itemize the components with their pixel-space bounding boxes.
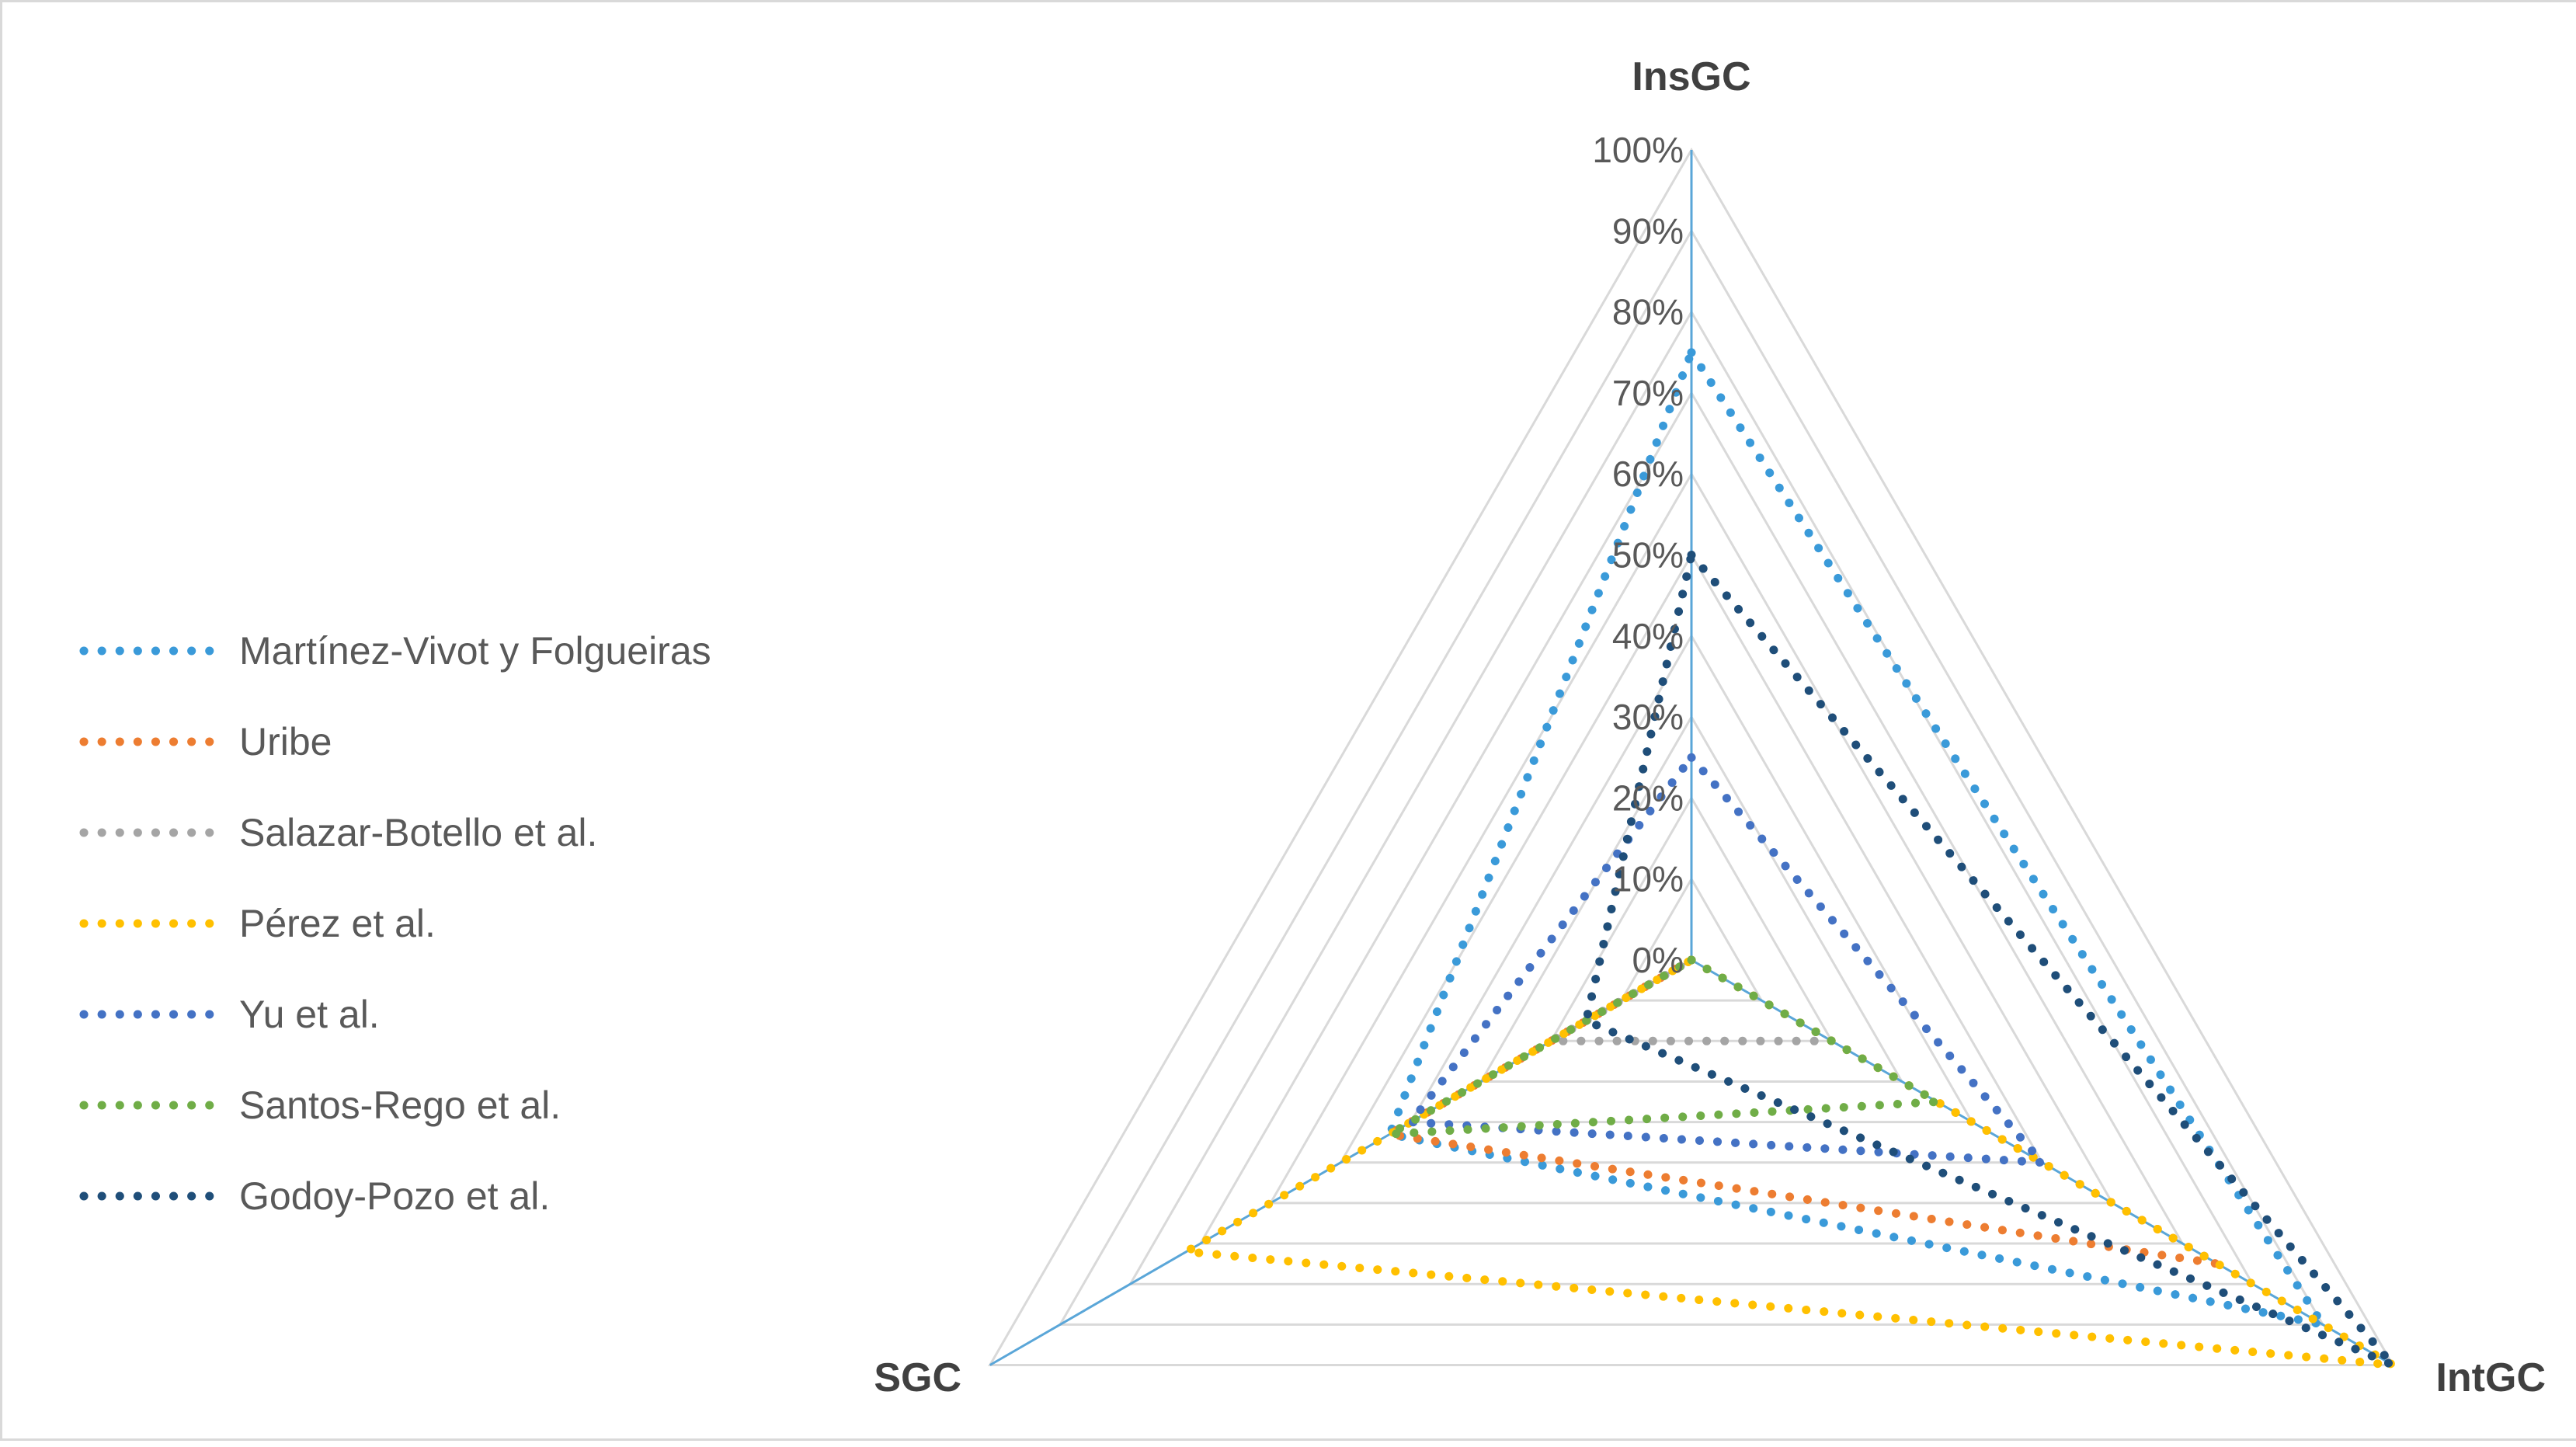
radial-tick-labels: 0% 10% 20% 30% 40% 50% 60% 70% 80% 90% 100% [1592,130,1684,980]
axis-labels: InsGC IntGC SGC [874,54,2546,1400]
legend-entry: Yu et al. [79,993,380,1036]
legend-entry: Pérez et al. [79,902,436,945]
tick-label: 0% [1632,940,1684,980]
tick-label: 60% [1612,454,1684,494]
legend-label: Yu et al. [239,993,380,1036]
tick-label: 30% [1612,697,1684,737]
axis-label-IntGC: IntGC [2435,1355,2546,1400]
legend-label: Salazar-Botello et al. [239,811,597,854]
series-5 [1385,955,1942,1139]
axis-label-InsGC: InsGC [1632,54,1750,99]
legend-label: Pérez et al. [239,902,436,945]
legend-label: Godoy-Pozo et al. [239,1174,550,1218]
tick-label: 40% [1612,616,1684,656]
legend-label: Uribe [239,720,332,764]
radar-series [1182,348,2397,1369]
legend-label: Santos-Rego et al. [239,1084,561,1127]
grid-ring-90 [1058,228,2325,1326]
tick-label: 50% [1612,535,1684,576]
legend-entry: Salazar-Botello et al. [79,811,597,854]
tick-label: 10% [1612,859,1684,899]
grid-ring-70 [1198,390,2185,1245]
tick-label: 90% [1612,210,1684,251]
series-2 [1546,955,1837,1045]
grid-ring-80 [1128,309,2255,1285]
grid-ring-10 [1619,876,1764,1002]
series-0 [1385,348,2327,1329]
series-6 [1582,551,2397,1369]
axis-label-SGC: SGC [874,1355,961,1400]
grid-ring-100 [988,147,2395,1366]
legend-entry: Uribe [79,720,332,764]
tick-label: 20% [1612,777,1684,818]
legend-label: Martínez-Vivot y Folgueiras [239,629,711,673]
tick-label: 80% [1612,292,1684,332]
legend-entry: Martínez-Vivot y Folgueiras [79,629,711,673]
tick-label: 100% [1592,130,1684,170]
series-3 [1182,955,2397,1369]
legend: Martínez-Vivot y Folgueiras Uribe Salazar-… [79,629,711,1218]
grid-ring-60 [1268,471,2115,1205]
legend-entry: Santos-Rego et al. [79,1084,561,1127]
tick-label: 70% [1612,373,1684,413]
legend-entry: Godoy-Pozo et al. [79,1174,550,1218]
radar-grid [988,147,2395,1366]
grid-ring-40 [1409,633,1974,1124]
grid-ring-50 [1338,552,2045,1164]
series-4 [1406,753,2047,1167]
